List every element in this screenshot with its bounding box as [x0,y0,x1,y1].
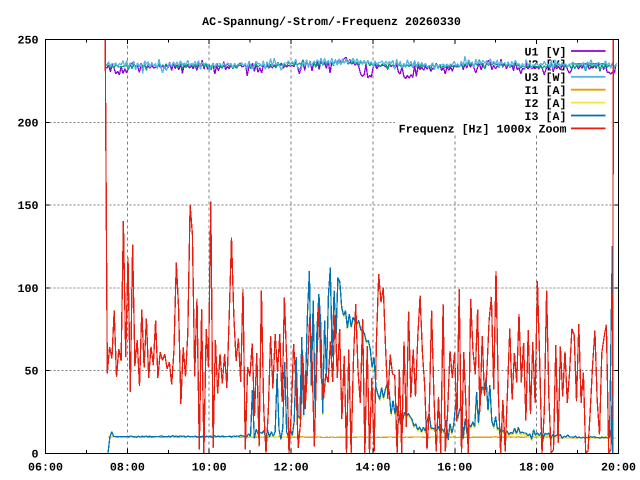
svg-text:08:00: 08:00 [110,461,145,475]
svg-text:10:00: 10:00 [192,461,227,475]
svg-text:18:00: 18:00 [519,461,554,475]
svg-text:U3 [W]: U3 [W] [525,71,567,85]
svg-text:0: 0 [32,448,39,462]
svg-text:U1 [V]: U1 [V] [525,45,567,59]
svg-text:150: 150 [18,199,39,213]
svg-text:50: 50 [25,365,39,379]
svg-text:I2 [A]: I2 [A] [525,97,567,111]
svg-text:14:00: 14:00 [355,461,390,475]
svg-text:250: 250 [18,34,39,48]
svg-text:I1 [A]: I1 [A] [525,84,567,98]
svg-text:16:00: 16:00 [437,461,472,475]
svg-text:AC-Spannung/-Strom/-Frequenz 2: AC-Spannung/-Strom/-Frequenz 20260330 [202,15,461,29]
svg-text:100: 100 [18,282,39,296]
svg-text:12:00: 12:00 [274,461,309,475]
svg-text:Frequenz [Hz] 1000x Zoom: Frequenz [Hz] 1000x Zoom [399,123,567,137]
svg-text:06:00: 06:00 [28,461,63,475]
svg-text:20:00: 20:00 [601,461,636,475]
svg-text:I3 [A]: I3 [A] [525,110,567,124]
svg-text:200: 200 [18,116,39,130]
